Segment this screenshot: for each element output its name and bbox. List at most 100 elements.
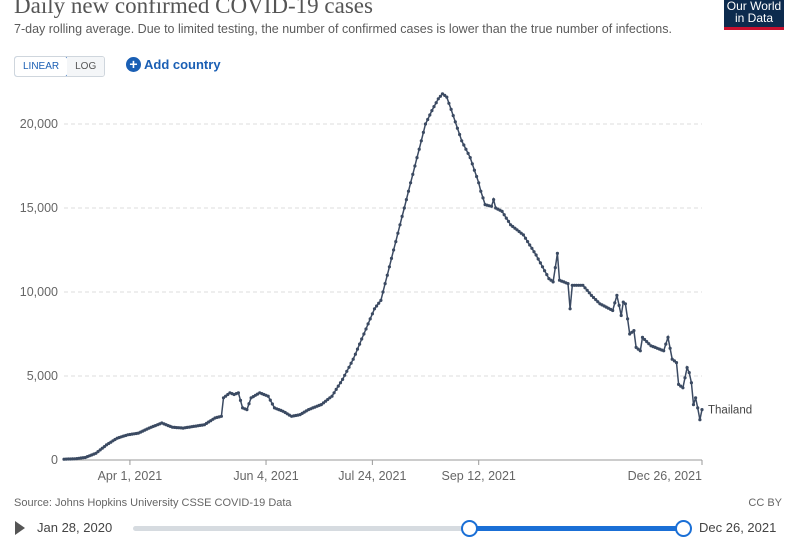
- data-point: [96, 450, 100, 454]
- data-point: [574, 283, 579, 287]
- data-point: [362, 332, 366, 336]
- data-point: [504, 216, 508, 220]
- timeline-start-handle[interactable]: [460, 520, 478, 537]
- data-point: [364, 327, 368, 331]
- data-point: [409, 181, 413, 185]
- timeline-start-label: Jan 28, 2020: [37, 520, 113, 535]
- data-point: [689, 381, 694, 385]
- data-point: [617, 303, 621, 307]
- data-point: [402, 206, 406, 210]
- chart-subtitle: 7-day rolling average. Due to limited te…: [14, 22, 672, 36]
- series-label-thailand[interactable]: Thailand: [708, 405, 752, 417]
- data-point: [481, 196, 485, 200]
- data-point: [640, 335, 645, 339]
- data-point: [396, 231, 400, 235]
- data-point: [632, 329, 636, 333]
- data-point: [502, 213, 506, 217]
- data-point: [500, 209, 504, 213]
- y-tick-label: 15,000: [20, 201, 58, 215]
- data-point: [432, 105, 436, 109]
- timeline-end-label: Dec 26, 2021: [699, 520, 777, 535]
- data-point: [351, 357, 355, 361]
- data-point: [591, 295, 596, 300]
- data-point: [436, 97, 440, 101]
- line-chart: 0 5,000 10,000 15,000 20,000 Apr 1, 2021 Jun 4…: [20, 92, 752, 483]
- data-point: [674, 361, 679, 365]
- data-point: [464, 147, 468, 151]
- x-tick-label: Jun 4, 2021: [233, 469, 298, 483]
- license-link[interactable]: CC BY: [748, 497, 782, 509]
- x-tick-label: Sep 12, 2021: [442, 469, 516, 483]
- data-point: [589, 293, 594, 297]
- data-point: [553, 266, 557, 270]
- data-point: [596, 300, 600, 304]
- x-tick-label: Jul 24, 2021: [338, 469, 406, 483]
- data-point: [332, 391, 336, 395]
- data-point: [519, 231, 523, 235]
- data-point: [447, 101, 451, 105]
- data-point: [666, 335, 670, 339]
- plus-circle-icon: +: [126, 57, 141, 72]
- timeline-end-handle[interactable]: [675, 520, 692, 537]
- data-point: [638, 349, 642, 353]
- data-point: [430, 109, 434, 113]
- data-point: [687, 371, 691, 375]
- data-point: [415, 156, 419, 160]
- series-line-thailand[interactable]: [63, 92, 703, 460]
- data-point: [219, 414, 223, 418]
- data-point: [538, 261, 543, 265]
- log-scale-button[interactable]: LOG: [67, 57, 105, 76]
- data-point: [664, 342, 668, 346]
- data-point: [472, 168, 476, 172]
- data-point: [534, 253, 538, 257]
- data-point: [613, 301, 617, 305]
- data-point: [328, 396, 332, 400]
- page-title: Daily new confirmed COVID-19 cases: [14, 0, 373, 18]
- data-point: [453, 120, 457, 124]
- data-point: [358, 342, 362, 346]
- data-point: [426, 117, 430, 122]
- data-point: [566, 282, 570, 286]
- data-point: [411, 172, 415, 176]
- data-point: [347, 365, 351, 369]
- data-point: [698, 418, 702, 422]
- add-country-button[interactable]: + Add country: [126, 57, 221, 72]
- data-point: [460, 139, 464, 143]
- data-point: [343, 373, 347, 377]
- data-point: [445, 95, 449, 99]
- data-point: [594, 298, 598, 302]
- data-point: [528, 243, 532, 247]
- data-point: [536, 257, 540, 261]
- data-point: [379, 298, 383, 302]
- data-point: [691, 403, 696, 407]
- data-point: [438, 94, 442, 98]
- data-point: [585, 288, 589, 292]
- data-point: [404, 198, 408, 202]
- data-point: [238, 398, 243, 402]
- data-point: [643, 337, 647, 342]
- data-point: [470, 162, 474, 166]
- y-tick-label: 10,000: [20, 285, 58, 299]
- data-point: [419, 139, 423, 143]
- data-point: [334, 387, 338, 391]
- data-point: [247, 402, 251, 406]
- logo-line-1: Our World: [726, 0, 782, 13]
- data-point: [336, 384, 340, 388]
- owid-logo[interactable]: Our World in Data: [724, 0, 784, 30]
- x-tick-label: Dec 26, 2021: [628, 469, 702, 483]
- data-point: [685, 366, 689, 370]
- play-icon[interactable]: [15, 521, 25, 535]
- data-point: [466, 151, 470, 155]
- data-point: [489, 204, 494, 208]
- data-point: [681, 386, 685, 390]
- data-point: [338, 381, 343, 385]
- data-point: [540, 265, 545, 269]
- data-point: [679, 384, 683, 388]
- data-point: [434, 101, 438, 105]
- data-point: [377, 301, 381, 305]
- y-tick-label: 5,000: [27, 369, 58, 383]
- data-point: [583, 286, 587, 290]
- timeline-track[interactable]: [133, 520, 692, 537]
- data-point: [543, 269, 547, 273]
- data-point: [568, 307, 572, 311]
